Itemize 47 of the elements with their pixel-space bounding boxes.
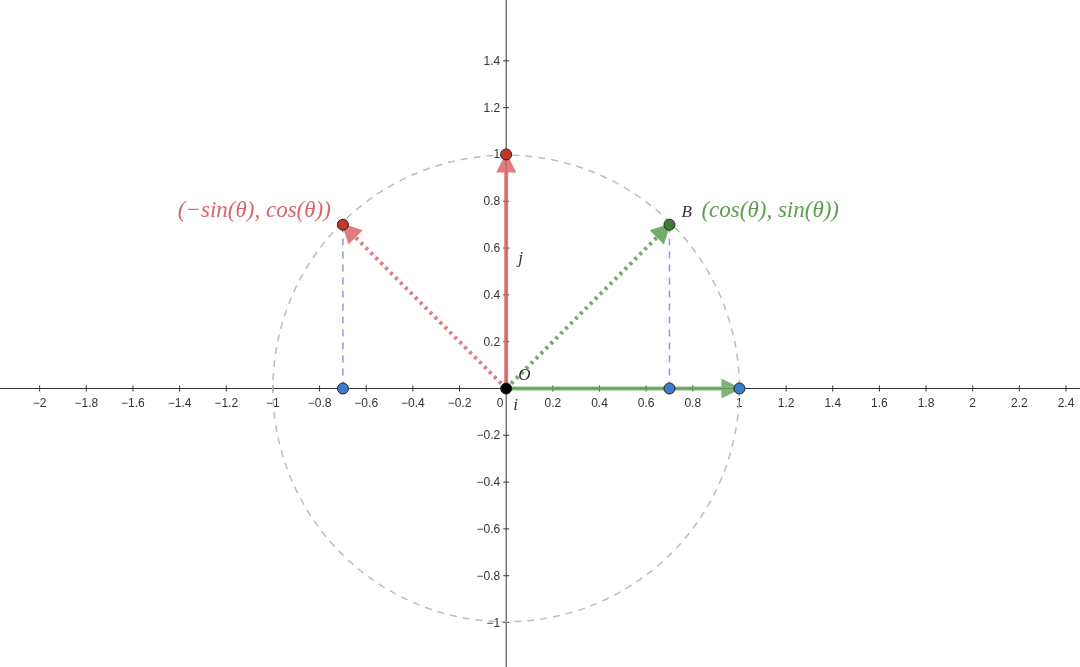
x-tick-label: 0 <box>496 396 504 411</box>
x-tick-label: −0.4 <box>401 396 426 411</box>
point <box>733 382 746 395</box>
y-tick-label: 0.4 <box>483 287 501 302</box>
point <box>663 382 676 395</box>
series-label: (−sin(θ), cos(θ)) <box>177 196 331 222</box>
x-tick-label: −1.2 <box>214 396 239 411</box>
annotation: O <box>518 365 531 385</box>
point <box>663 218 676 231</box>
annotation: i <box>513 395 519 415</box>
y-tick-label: −1 <box>486 615 501 630</box>
point <box>336 382 349 395</box>
x-tick-label: 0.6 <box>637 396 655 411</box>
series-label: (cos(θ), sin(θ)) <box>701 196 840 222</box>
x-tick-label: 1.2 <box>777 396 795 411</box>
x-tick-label: −0.2 <box>447 396 472 411</box>
x-tick-label: 2 <box>969 396 977 411</box>
annotation: j <box>516 248 524 268</box>
y-tick-label: 0.2 <box>483 334 501 349</box>
x-tick-label: −1 <box>266 396 281 411</box>
y-tick-label: −0.6 <box>476 521 501 536</box>
y-tick-label: 1 <box>493 147 501 162</box>
point <box>500 148 513 161</box>
x-tick-label: 0.4 <box>591 396 609 411</box>
x-tick-label: 1.8 <box>917 396 935 411</box>
x-tick-label: −1.6 <box>121 396 146 411</box>
y-tick-label: 0.6 <box>483 241 501 256</box>
point <box>500 382 513 395</box>
x-tick-label: −0.6 <box>354 396 379 411</box>
x-tick-label: 2.4 <box>1057 396 1075 411</box>
x-tick-label: −2 <box>32 396 47 411</box>
y-tick-label: 0.8 <box>483 194 501 209</box>
x-tick-label: 0.8 <box>684 396 702 411</box>
y-tick-label: −0.4 <box>476 475 501 490</box>
x-tick-label: 0.2 <box>544 396 562 411</box>
y-tick-label: −0.2 <box>476 428 501 443</box>
x-tick-label: 2.2 <box>1011 396 1029 411</box>
y-tick-label: 1.2 <box>483 100 501 115</box>
x-tick-label: 1.6 <box>871 396 889 411</box>
x-tick-label: −0.8 <box>307 396 332 411</box>
x-tick-label: −1.4 <box>167 396 192 411</box>
y-tick-label: −0.8 <box>476 568 501 583</box>
annotation: B <box>681 201 693 221</box>
y-tick-label: 1.4 <box>483 53 501 68</box>
point <box>336 218 349 231</box>
x-tick-label: −1.8 <box>74 396 99 411</box>
x-tick-label: 1.4 <box>824 396 842 411</box>
